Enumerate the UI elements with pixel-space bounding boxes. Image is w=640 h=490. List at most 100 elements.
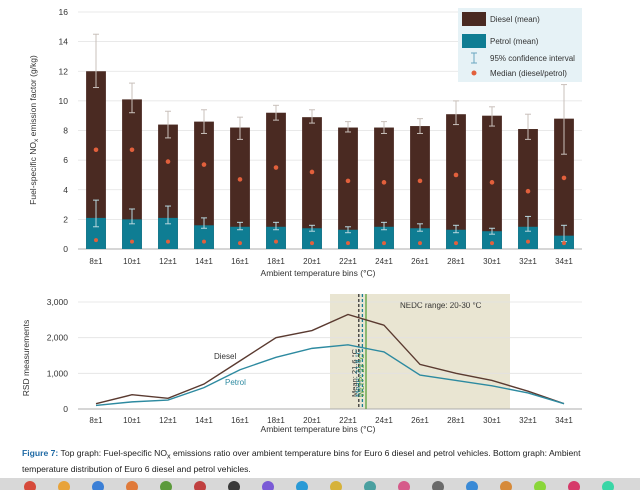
x-tick-label: 34±1 xyxy=(555,416,573,425)
median-marker xyxy=(130,239,134,244)
median-marker xyxy=(201,162,207,167)
diesel-bar xyxy=(554,118,574,250)
median-marker xyxy=(525,188,531,194)
petrol-bar xyxy=(338,229,358,249)
median-marker xyxy=(202,239,206,244)
top-x-axis: 8±1 10±1 12±1 14±1 16±1 18±1 20±1 22±1 24±1 26±1 2… xyxy=(89,257,573,266)
petrol-bar xyxy=(374,226,394,249)
dock-app-icon[interactable] xyxy=(24,481,36,490)
x-tick-label: 8±1 xyxy=(89,416,103,425)
petrol-bar xyxy=(194,225,214,249)
top-x-axis-label: Ambient temperature bins (°C) xyxy=(261,268,376,278)
median-marker xyxy=(346,241,350,246)
y-tick-label: 2 xyxy=(63,214,68,224)
diesel-line-label: Diesel xyxy=(214,352,236,361)
x-tick-label: 24±1 xyxy=(375,416,393,425)
bottom-lines: Diesel Petrol xyxy=(95,313,565,407)
reference-line-label: Mean: 21.6 °C xyxy=(350,348,359,397)
x-tick-label: 24±1 xyxy=(375,257,393,266)
median-marker xyxy=(453,172,459,178)
median-marker xyxy=(381,180,387,185)
y-tick-label: 0 xyxy=(63,404,68,414)
dock-app-icon[interactable] xyxy=(228,481,240,490)
dock-app-icon[interactable] xyxy=(160,481,172,490)
y-tick-label: 10 xyxy=(59,96,69,106)
diesel-bar xyxy=(230,127,250,249)
median-marker xyxy=(166,239,170,244)
median-marker xyxy=(273,165,279,170)
median-marker xyxy=(561,175,567,181)
median-marker xyxy=(382,241,386,246)
dock-app-icon[interactable] xyxy=(534,481,546,490)
y-tick-label: 4 xyxy=(63,185,68,195)
diesel-bar xyxy=(374,127,394,249)
diesel-bar xyxy=(194,121,214,249)
x-tick-label: 12±1 xyxy=(159,257,177,266)
petrol-bar xyxy=(86,217,106,249)
y-tick-label: 16 xyxy=(59,7,69,17)
figure-canvas: 0 2 4 6 8 10 12 14 16 8±1 10±1 12±1 14±1 16±1 18±1 20±… xyxy=(21,7,582,434)
nedc-range-label: NEDC range: 20-30 °C xyxy=(400,301,482,310)
top-y-axis-label: Fuel-specific NOx emission factor (g/kg) xyxy=(28,55,40,205)
x-tick-label: 14±1 xyxy=(195,257,213,266)
legend-label-ci: 95% confidence interval xyxy=(490,54,575,63)
dock-app-icon[interactable] xyxy=(398,481,410,490)
dock-app-icon[interactable] xyxy=(296,481,308,490)
legend-swatch-diesel xyxy=(462,12,486,26)
dock-app-icon[interactable] xyxy=(262,481,274,490)
dock-app-icon[interactable] xyxy=(602,481,614,490)
dock-app-icon[interactable] xyxy=(330,481,342,490)
dock-app-icon[interactable] xyxy=(500,481,512,490)
y-tick-label: 14 xyxy=(59,37,69,47)
dock-app-icon[interactable] xyxy=(364,481,376,490)
legend-label-median: Median (diesel/petrol) xyxy=(490,69,567,78)
dock-app-icon[interactable] xyxy=(92,481,104,490)
nedc-range-shading: NEDC range: 20-30 °C xyxy=(330,294,510,409)
median-marker xyxy=(310,241,314,246)
petrol-bar xyxy=(230,226,250,249)
x-tick-label: 26±1 xyxy=(411,416,429,425)
x-tick-label: 26±1 xyxy=(411,257,429,266)
x-tick-label: 32±1 xyxy=(519,257,537,266)
dock-app-icon[interactable] xyxy=(126,481,138,490)
bottom-x-axis-label: Ambient temperature bins (°C) xyxy=(261,424,376,434)
x-tick-label: 30±1 xyxy=(483,257,501,266)
top-bar-chart: 0 2 4 6 8 10 12 14 16 8±1 10±1 12±1 14±1 16±1 18±1 20±… xyxy=(28,7,582,278)
x-tick-label: 22±1 xyxy=(339,416,357,425)
petrol-line-label: Petrol xyxy=(225,378,246,387)
reference-line-label: Mean: 21.8 °C xyxy=(353,348,362,397)
diesel-bar xyxy=(410,126,430,249)
median-marker xyxy=(237,177,243,182)
petrol-bar xyxy=(410,228,430,249)
figure-label: Figure 7: xyxy=(22,448,59,458)
figure-caption: Figure 7: Top graph: Fuel-specific NOx e… xyxy=(22,447,622,475)
reference-line-label: WLTP: 23 °C xyxy=(357,353,366,397)
median-marker xyxy=(309,169,315,175)
bottom-x-axis: 8±1 10±1 12±1 14±1 16±1 18±1 20±1 22±1 24±1 26±1 2… xyxy=(89,416,573,425)
x-tick-label: 16±1 xyxy=(231,416,249,425)
diesel-bar xyxy=(86,71,106,249)
x-tick-label: 8±1 xyxy=(89,257,103,266)
diesel-bar xyxy=(266,112,286,249)
dock-app-icon[interactable] xyxy=(466,481,478,490)
x-tick-label: 18±1 xyxy=(267,257,285,266)
x-tick-label: 10±1 xyxy=(123,257,141,266)
x-tick-label: 20±1 xyxy=(303,257,321,266)
caption-sub: x xyxy=(167,452,171,461)
petrol-bar xyxy=(518,226,538,249)
bottom-y-axis: 0 1,000 2,000 3,000 xyxy=(47,297,582,414)
y-tick-label: 12 xyxy=(59,66,69,76)
dock-app-icon[interactable] xyxy=(568,481,580,490)
petrol-bar xyxy=(158,217,178,249)
x-tick-label: 16±1 xyxy=(231,257,249,266)
legend-label-petrol: Petrol (mean) xyxy=(490,37,539,46)
x-tick-label: 28±1 xyxy=(447,416,465,425)
x-tick-label: 28±1 xyxy=(447,257,465,266)
x-tick-label: 20±1 xyxy=(303,416,321,425)
median-marker xyxy=(94,238,98,243)
dock-app-icon[interactable] xyxy=(432,481,444,490)
dock-app-icon[interactable] xyxy=(58,481,70,490)
y-tick-label: 6 xyxy=(63,155,68,165)
dock-app-icon[interactable] xyxy=(194,481,206,490)
nedc-range-band xyxy=(330,294,510,409)
